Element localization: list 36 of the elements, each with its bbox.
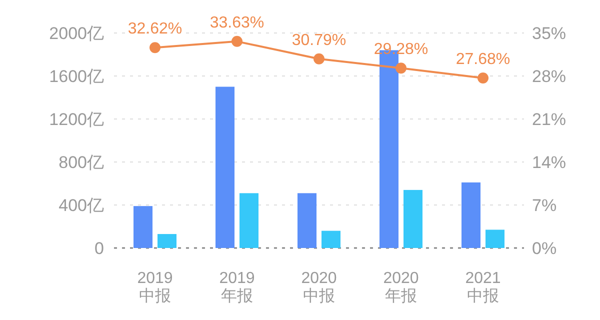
y-tick-label: 1200亿: [49, 110, 104, 129]
point: [232, 36, 242, 47]
y2-tick-label: 28%: [532, 67, 566, 86]
y-tick-label: 800亿: [58, 153, 104, 172]
x-tick-label: 2019 年报: [219, 270, 255, 305]
bar: [462, 182, 480, 248]
bar: [486, 230, 504, 248]
x-tick-label: 2019 中报: [137, 270, 173, 305]
x-tick-label: 2021 中报: [465, 270, 501, 305]
bar: [240, 193, 258, 248]
y-tick-label: 0: [94, 239, 104, 258]
y-tick-label: 1600亿: [49, 67, 104, 86]
point: [396, 62, 406, 74]
y-tick-label: 2000亿: [49, 24, 104, 43]
bar: [298, 193, 316, 248]
point: [314, 53, 324, 64]
x-tick-label: 2020 中报: [301, 270, 337, 305]
y2-tick-label: 0%: [532, 239, 557, 258]
y2-tick-label: 35%: [532, 24, 566, 43]
data-label: 29.28%: [374, 41, 428, 58]
y2-tick-label: 21%: [532, 110, 566, 129]
bar: [404, 190, 422, 248]
bar: [322, 230, 340, 248]
bar: [134, 206, 152, 248]
bar: [158, 234, 176, 248]
data-label: 33.63%: [210, 14, 264, 32]
data-label: 32.62%: [128, 20, 182, 38]
point: [478, 72, 488, 84]
y2-tick-label: 7%: [532, 196, 557, 215]
x-tick-label: 2020 年报: [383, 270, 419, 305]
y2-tick-label: 14%: [532, 153, 566, 172]
y-tick-label: 400亿: [58, 196, 104, 215]
data-label: 30.79%: [292, 32, 346, 49]
point: [150, 42, 160, 54]
data-label: 27.68%: [456, 50, 510, 68]
bar: [216, 86, 234, 248]
